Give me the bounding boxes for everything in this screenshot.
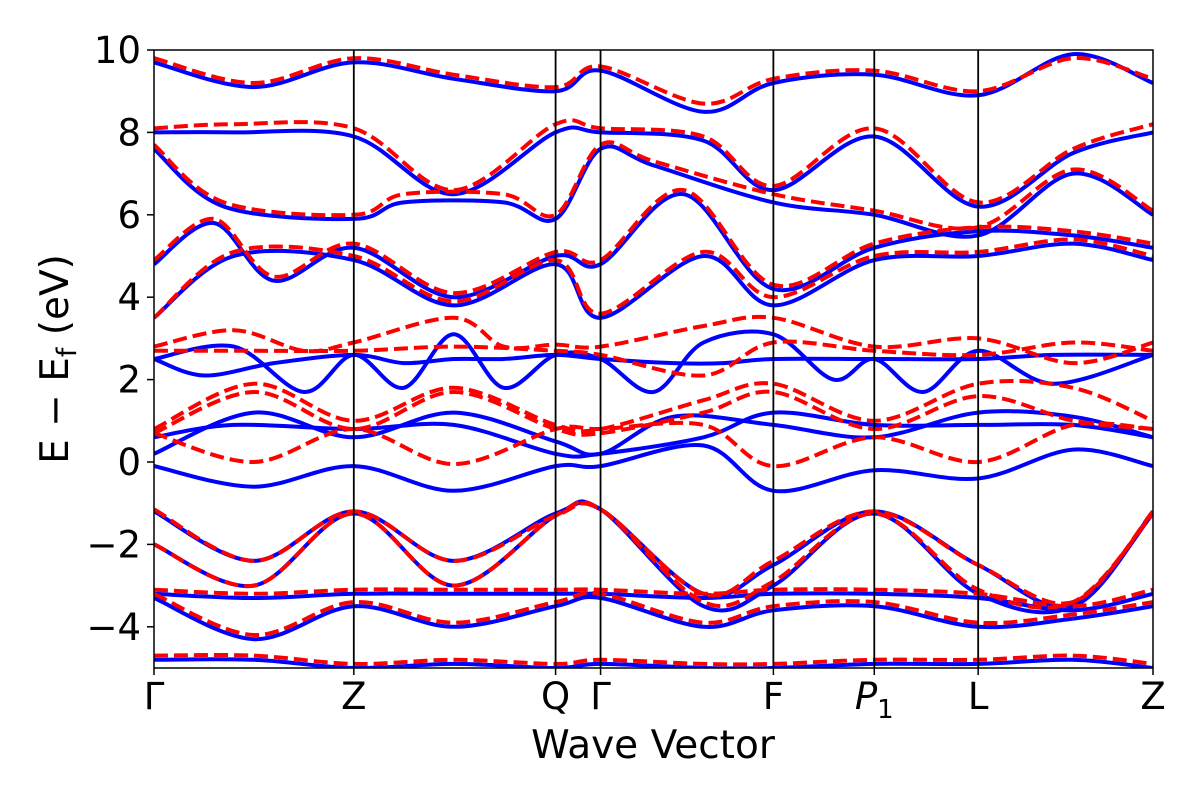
y-tick-label: 2 xyxy=(117,359,141,402)
band-dashed-22 xyxy=(154,379,1153,434)
y-tick-label: 8 xyxy=(117,111,141,154)
y-tick-label: −4 xyxy=(86,606,141,649)
x-axis-ticks: Γ Z Q Γ F P1 L Z xyxy=(144,668,1166,725)
x-tick-label: Γ xyxy=(590,675,611,718)
y-tick-label: −2 xyxy=(86,523,141,566)
y-axis-title-subscript: f xyxy=(52,346,83,357)
band-solid-1 xyxy=(154,192,1153,300)
x-tick-label: L xyxy=(968,675,989,718)
y-axis-title-unit: (eV) xyxy=(33,254,78,348)
x-axis-title: Wave Vector xyxy=(531,723,776,768)
band-solid-8 xyxy=(154,410,1153,459)
band-solid-4 xyxy=(154,52,1153,114)
band-dashed-27 xyxy=(154,587,1153,609)
y-axis-title: E − Ef (eV) xyxy=(33,254,83,464)
x-tick-label: Z xyxy=(341,675,366,718)
y-tick-label: 10 xyxy=(94,29,141,72)
band-dashed-16 xyxy=(154,188,1153,296)
band-dashed-28 xyxy=(154,590,1153,638)
x-tick-label: Γ xyxy=(144,675,165,718)
band-dashed-24 xyxy=(154,420,1153,469)
band-dashed-21 xyxy=(154,339,1153,378)
band-dashed-23 xyxy=(154,389,1153,437)
band-solid-7 xyxy=(154,409,1153,457)
y-axis-ticks: −4 −2 0 2 4 6 8 10 xyxy=(86,29,154,649)
band-solid-3 xyxy=(154,125,1153,209)
x-tick-label: Q xyxy=(541,675,570,718)
band-solid-12 xyxy=(154,591,1153,613)
y-axis-title-main: E − E xyxy=(33,357,78,464)
band-dashed-25 xyxy=(154,501,1153,606)
band-solid-6 xyxy=(154,329,1153,395)
kpoint-lines xyxy=(352,50,980,668)
y-tick-label: 0 xyxy=(117,441,141,484)
x-tick-label: F xyxy=(763,675,784,718)
y-tick-label: 4 xyxy=(117,276,141,319)
band-dashed-26 xyxy=(154,499,1153,610)
band-dashed-19 xyxy=(154,56,1153,106)
band-solid-9 xyxy=(154,442,1153,494)
x-tick-label: P1 xyxy=(855,675,894,725)
y-tick-label: 6 xyxy=(117,194,141,237)
plot-frame xyxy=(153,49,1154,669)
x-tick-label: Z xyxy=(1140,675,1165,718)
